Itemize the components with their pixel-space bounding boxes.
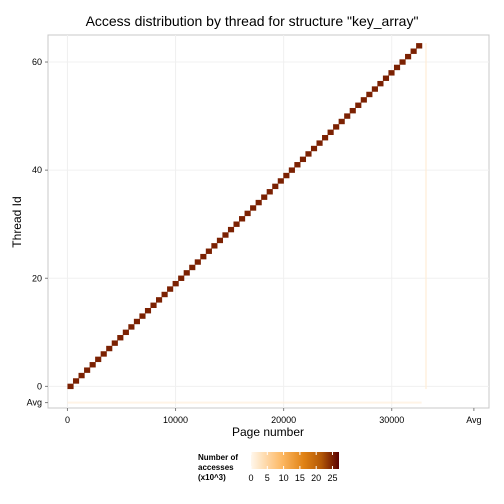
legend-tick-label: 5 — [265, 473, 270, 483]
heatmap-cell — [272, 183, 279, 190]
x-tick-label: Avg — [466, 415, 481, 425]
heatmap-cell — [78, 372, 85, 379]
heatmap-cell — [161, 291, 168, 298]
heatmap-cell — [106, 345, 113, 352]
heatmap-cell — [327, 129, 334, 136]
heatmap-cell — [377, 80, 384, 87]
y-tick-label: 60 — [32, 57, 42, 67]
average-cells — [67, 43, 427, 404]
heatmap-cell — [388, 70, 395, 76]
heatmap-cell — [338, 118, 345, 125]
heatmap-cell — [333, 124, 340, 130]
y-tick-label: 0 — [37, 381, 42, 391]
heatmap-cell — [111, 340, 118, 346]
legend-colorbar — [251, 452, 339, 469]
y-tick-label: Avg — [27, 398, 42, 408]
heatmap-cell — [72, 378, 80, 384]
y-tick-label: 20 — [32, 273, 42, 283]
heatmap-cell — [95, 356, 102, 363]
x-axis-title: Page number — [232, 425, 304, 439]
heatmap-cell — [172, 280, 179, 287]
heatmap-cell — [382, 75, 390, 81]
legend-tick-label: 20 — [311, 473, 321, 483]
x-axis-ticks: 0 10000 20000 30000 Avg — [65, 408, 482, 425]
x-tick-label: 10000 — [163, 415, 188, 425]
heatmap-cell — [84, 367, 91, 373]
legend-tick-label: 25 — [327, 473, 337, 483]
heatmap-cell — [399, 59, 406, 65]
heatmap-cell — [216, 237, 224, 244]
legend-title-line-1: Number of — [198, 453, 238, 462]
heatmap-cell — [183, 270, 190, 276]
heatmap-cell — [194, 259, 201, 265]
color-legend: Number of accesses (x10^3) 0 5 10 15 20 25 — [198, 452, 339, 483]
heatmap-cell — [189, 264, 196, 271]
heatmap-cell — [294, 162, 301, 168]
heatmap-cell — [100, 351, 107, 357]
heatmap-cell — [410, 48, 417, 54]
heatmap-cell — [122, 329, 129, 336]
heatmap-cell — [128, 324, 135, 330]
heatmap-cell — [349, 107, 356, 114]
heatmap-cell — [144, 307, 152, 314]
heatmap-cells — [67, 43, 423, 390]
legend-tick-label: 15 — [295, 473, 305, 483]
legend-title-line-3: (x10^3) — [198, 473, 226, 482]
plot-panel — [47, 34, 490, 409]
x-tick-label: 0 — [65, 415, 70, 425]
heatmap-cell — [277, 178, 284, 184]
heatmap-cell — [250, 205, 257, 211]
y-tick-label: 40 — [32, 165, 42, 175]
heatmap-cell — [150, 302, 157, 308]
heatmap-cell — [416, 43, 423, 49]
heatmap-cell — [233, 221, 240, 227]
heatmap-cell — [310, 145, 318, 152]
heatmap-cell — [211, 243, 218, 249]
heatmap-cell — [355, 102, 362, 108]
heatmap-cell — [89, 362, 96, 368]
x-tick-label: 20000 — [271, 415, 296, 425]
heatmap-cell — [288, 167, 295, 173]
heatmap-cell — [266, 189, 273, 195]
heatmap-cell — [222, 232, 229, 238]
heatmap-cell — [393, 64, 401, 71]
heatmap-cell — [227, 226, 235, 233]
legend-ticks: 0 5 10 15 20 25 — [248, 452, 337, 483]
heatmap-cell — [405, 53, 412, 60]
heatmap-cell — [371, 86, 378, 92]
chart-title: Access distribution by thread for struct… — [85, 13, 419, 29]
heatmap-cell — [305, 151, 312, 157]
heatmap-cell — [167, 286, 174, 292]
heatmap-cell — [344, 113, 351, 119]
y-axis-ticks: 0 20 40 60 Avg — [27, 57, 48, 408]
avg-column-cells — [424, 43, 427, 390]
heatmap-cell — [299, 156, 307, 163]
heatmap-cell — [360, 97, 367, 103]
heatmap-cell — [133, 318, 140, 325]
grid-layer — [48, 35, 489, 408]
heatmap-cell — [239, 216, 246, 222]
heatmap-cell — [200, 253, 207, 260]
heatmap-cell — [67, 383, 74, 390]
x-tick-label: 30000 — [379, 415, 404, 425]
heatmap-cell — [178, 275, 185, 281]
heatmap-cell — [322, 135, 329, 141]
heatmap-cell — [117, 335, 124, 341]
heatmap-cell — [366, 91, 373, 98]
heatmap-cell — [139, 313, 146, 319]
legend-tick-label: 0 — [248, 473, 253, 483]
heatmap-cell — [156, 297, 163, 303]
heatmap-cell — [244, 210, 251, 217]
legend-title-line-2: accesses — [198, 463, 234, 472]
heatmap-cell — [283, 172, 290, 179]
legend-tick-label: 10 — [279, 473, 289, 483]
heatmap-cell — [255, 199, 262, 206]
avg-row-cells — [67, 401, 422, 404]
heatmap-cell — [261, 194, 268, 200]
y-axis-title: Thread Id — [10, 196, 24, 247]
heatmap-cell — [316, 140, 323, 146]
heatmap-cell — [205, 248, 212, 254]
